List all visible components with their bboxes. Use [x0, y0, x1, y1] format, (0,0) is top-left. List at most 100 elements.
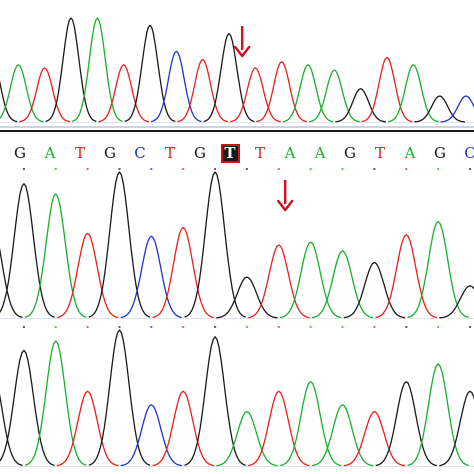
- peak-G: [439, 285, 474, 319]
- base-letter: G: [104, 144, 116, 162]
- call-marker: [214, 326, 217, 328]
- base-letter: G: [14, 144, 26, 162]
- peak-T: [56, 232, 119, 319]
- peak-A: [71, 17, 123, 123]
- base-letter: C: [464, 144, 474, 162]
- base-letter: A: [314, 144, 326, 162]
- call-marker: [118, 326, 121, 328]
- call-marker: [469, 326, 471, 328]
- peak-A: [24, 193, 87, 318]
- peak-G: [45, 17, 97, 123]
- peak-G: [0, 247, 23, 319]
- peak-G: [343, 261, 406, 319]
- call-marker: [22, 168, 25, 170]
- peak-G: [124, 24, 176, 123]
- peak-G: [414, 95, 465, 123]
- peak-A: [308, 69, 360, 123]
- peak-A: [407, 220, 469, 319]
- call-marker: [437, 326, 440, 328]
- call-marker: [405, 326, 408, 328]
- peak-G: [184, 171, 246, 318]
- call-marker: [214, 168, 217, 170]
- base-letter: T: [375, 144, 385, 162]
- call-marker: [150, 168, 153, 170]
- call-marker: [86, 326, 89, 328]
- call-marker: [182, 168, 185, 170]
- base-letter: A: [44, 144, 56, 162]
- call-marker: [277, 326, 280, 328]
- call-marker: [309, 168, 312, 170]
- call-marker: [373, 326, 376, 328]
- peak-C: [440, 95, 474, 123]
- peak-C: [120, 404, 183, 467]
- call-marker: [469, 168, 471, 170]
- peak-T: [361, 56, 413, 123]
- base-letter: T: [165, 144, 175, 162]
- peak-T: [19, 67, 71, 123]
- base-letter: A: [284, 144, 296, 162]
- peak-A: [0, 64, 44, 123]
- peak-T: [229, 67, 281, 123]
- peak-A: [282, 64, 334, 123]
- peak-T: [177, 58, 229, 123]
- peak-A: [311, 404, 374, 467]
- peak-T: [256, 61, 308, 123]
- peak-A: [279, 241, 342, 319]
- call-marker: [405, 168, 408, 170]
- base-letter: T: [224, 144, 236, 162]
- peak-T: [152, 390, 214, 467]
- call-marker: [54, 168, 57, 170]
- base-letter: A: [404, 144, 416, 162]
- peak-G: [0, 349, 55, 466]
- call-marker: [182, 326, 185, 328]
- call-marker: [245, 168, 248, 170]
- call-marker: [341, 168, 344, 170]
- peak-G: [439, 390, 474, 467]
- peak-T: [248, 244, 310, 319]
- peak-G: [0, 393, 23, 467]
- panel-sample-2: [0, 326, 474, 467]
- call-marker: [245, 326, 248, 328]
- peak-T: [248, 390, 310, 467]
- peak-A: [24, 340, 87, 466]
- chromatogram-panels: [0, 17, 474, 467]
- base-letter: T: [75, 144, 85, 162]
- base-letter: T: [255, 144, 265, 162]
- call-marker: [22, 326, 25, 328]
- call-marker: [309, 326, 312, 328]
- peak-T: [56, 390, 119, 467]
- peak-T: [375, 234, 438, 319]
- peak-G: [88, 171, 151, 318]
- peak-C: [150, 50, 202, 123]
- peak-T: [98, 64, 150, 123]
- peak-A: [279, 381, 342, 467]
- peak-G: [0, 183, 55, 318]
- base-letter: C: [134, 144, 145, 162]
- call-marker: [341, 326, 344, 328]
- mutation-arrow: [233, 26, 251, 58]
- peak-G: [0, 80, 18, 123]
- peak-A: [387, 64, 439, 123]
- peak-G: [203, 32, 255, 123]
- call-marker: [277, 168, 280, 170]
- base-letter: G: [194, 144, 206, 162]
- peak-G: [216, 276, 278, 319]
- peak-G: [375, 381, 438, 467]
- mutation-arrow: [276, 180, 294, 212]
- peak-G: [184, 336, 246, 466]
- panel-sample-1: [0, 168, 474, 319]
- peak-G: [88, 329, 151, 466]
- call-marker: [118, 168, 121, 170]
- peak-A: [311, 250, 374, 319]
- peak-A: [407, 363, 469, 467]
- peak-T: [152, 226, 214, 319]
- call-marker: [373, 168, 376, 170]
- call-marker: [437, 168, 440, 170]
- base-letter: G: [434, 144, 446, 162]
- peak-C: [120, 235, 183, 319]
- highlight-box: [221, 144, 240, 163]
- base-letter: G: [344, 144, 356, 162]
- call-marker: [86, 168, 89, 170]
